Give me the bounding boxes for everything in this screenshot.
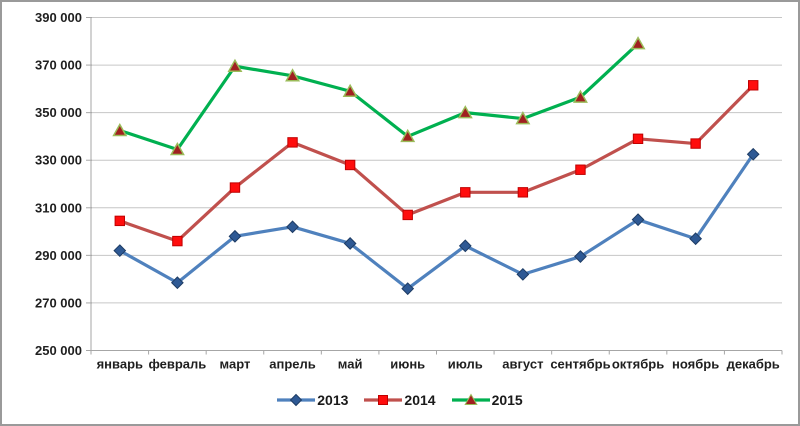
data-point-2015: [400, 128, 416, 143]
data-point-2014: [172, 235, 183, 247]
legend-label: 2014: [404, 392, 436, 408]
x-tick-label: август: [502, 357, 543, 372]
series-line-2013: [118, 152, 755, 291]
data-point-2013: [286, 220, 299, 234]
x-tick-label: декабрь: [727, 357, 780, 372]
y-tick-label: 310 000: [35, 200, 82, 215]
x-tick-label: сентябрь: [550, 357, 610, 372]
data-point-2013: [516, 267, 530, 281]
data-point-2015: [457, 105, 473, 119]
data-point-2015: [227, 58, 243, 73]
legend-marker-diamond-icon: [277, 393, 316, 407]
y-tick-label: 290 000: [35, 248, 82, 263]
y-tick-label: 350 000: [35, 105, 82, 120]
legend-item-2015: 2015: [451, 392, 523, 408]
y-tick-label: 270 000: [35, 295, 82, 310]
legend-label: 2013: [317, 392, 349, 408]
data-point-2014: [517, 187, 529, 198]
data-point-2015: [342, 83, 358, 97]
data-point-2015: [169, 141, 185, 156]
x-tick-label: февраль: [148, 357, 206, 372]
x-tick-label: апрель: [269, 357, 316, 372]
legend-item-2013: 2013: [277, 392, 348, 408]
data-point-2013: [631, 213, 645, 227]
data-point-2014: [344, 159, 356, 171]
legend-marker-triangle-icon: [451, 393, 490, 405]
series-line-2014: [118, 83, 755, 243]
data-point-2014: [114, 215, 125, 227]
data-point-2013: [689, 232, 703, 246]
data-point-2014: [632, 133, 644, 145]
data-point-2013: [113, 244, 127, 258]
data-point-2014: [287, 137, 298, 148]
data-point-2013: [401, 282, 415, 296]
data-point-2013: [343, 237, 357, 250]
data-point-2015: [515, 111, 531, 125]
x-tick-label: март: [220, 357, 251, 372]
x-tick-label: октябрь: [612, 357, 664, 372]
data-point-2014: [690, 138, 701, 149]
chart-legend: 2013 2014 2015: [2, 392, 798, 408]
legend-label: 2015: [491, 392, 523, 408]
data-point-2014: [402, 209, 413, 221]
data-point-2013: [228, 229, 242, 243]
y-tick-label: 390 000: [35, 10, 82, 25]
x-tick-label: ноябрь: [672, 357, 719, 372]
data-point-2015: [285, 68, 301, 82]
x-tick-label: январь: [97, 357, 143, 372]
legend-item-2014: 2014: [364, 392, 436, 408]
data-point-2014: [229, 182, 241, 193]
data-point-2015: [630, 36, 646, 50]
data-point-2014: [460, 187, 471, 198]
data-point-2015: [112, 122, 128, 137]
legend-marker-square-icon: [364, 395, 403, 405]
y-tick-label: 370 000: [35, 58, 82, 73]
data-point-2013: [574, 250, 587, 263]
y-tick-label: 330 000: [35, 153, 82, 168]
series-line-2015: [118, 42, 640, 152]
data-point-2013: [170, 276, 184, 290]
x-tick-label: июнь: [390, 357, 425, 372]
data-point-2014: [575, 164, 586, 175]
x-tick-label: июль: [448, 357, 483, 372]
data-point-2015: [572, 89, 588, 103]
data-point-2013: [746, 147, 760, 161]
data-point-2013: [458, 239, 472, 253]
y-tick-label: 250 000: [35, 343, 82, 358]
data-point-2014: [748, 80, 759, 91]
x-tick-label: май: [338, 357, 363, 372]
